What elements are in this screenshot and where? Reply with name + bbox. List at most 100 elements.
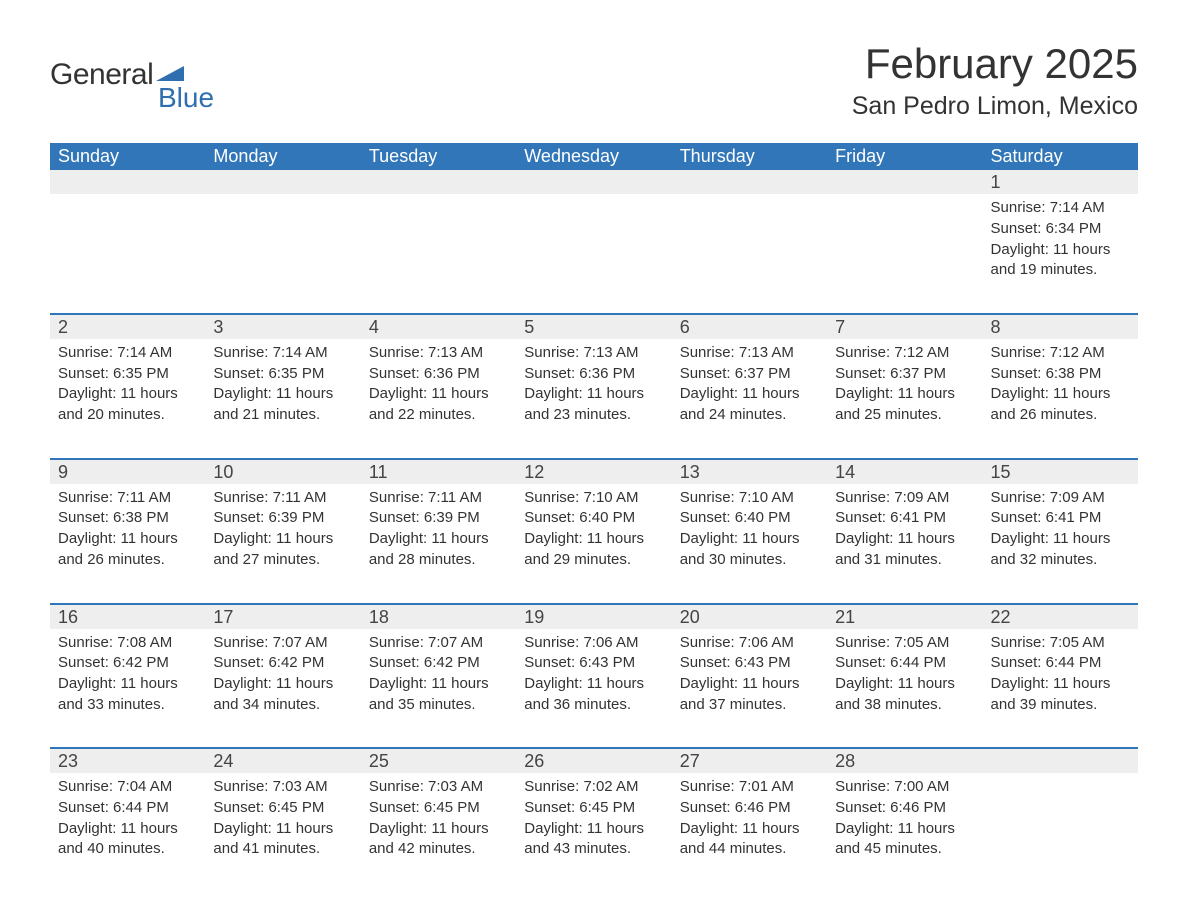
sunset-line: Sunset: 6:34 PM <box>991 219 1130 240</box>
daylight-line: Daylight: 11 hours and 35 minutes. <box>369 674 508 715</box>
day-number-cell: 25 <box>361 748 516 773</box>
sunrise-line: Sunrise: 7:09 AM <box>835 488 974 509</box>
day-number-cell: 9 <box>50 459 205 484</box>
daylight-line: Daylight: 11 hours and 27 minutes. <box>213 529 352 570</box>
day-number: 5 <box>516 317 542 337</box>
sunset-line: Sunset: 6:35 PM <box>213 364 352 385</box>
day-detail-cell: Sunrise: 7:13 AMSunset: 6:37 PMDaylight:… <box>672 339 827 459</box>
day-number: 22 <box>983 607 1019 627</box>
day-detail-cell: Sunrise: 7:01 AMSunset: 6:46 PMDaylight:… <box>672 773 827 872</box>
daylight-line: Daylight: 11 hours and 42 minutes. <box>369 819 508 860</box>
sunrise-line: Sunrise: 7:06 AM <box>524 633 663 654</box>
sunset-line: Sunset: 6:39 PM <box>369 508 508 529</box>
sunset-line: Sunset: 6:35 PM <box>58 364 197 385</box>
day-number-cell: 23 <box>50 748 205 773</box>
day-number-cell: 16 <box>50 604 205 629</box>
sunset-line: Sunset: 6:42 PM <box>369 653 508 674</box>
sunrise-line: Sunrise: 7:05 AM <box>991 633 1130 654</box>
sunrise-line: Sunrise: 7:12 AM <box>835 343 974 364</box>
sunrise-line: Sunrise: 7:13 AM <box>680 343 819 364</box>
sunrise-line: Sunrise: 7:11 AM <box>58 488 197 509</box>
sunset-line: Sunset: 6:36 PM <box>369 364 508 385</box>
day-detail-cell: Sunrise: 7:12 AMSunset: 6:38 PMDaylight:… <box>983 339 1138 459</box>
daylight-line: Daylight: 11 hours and 34 minutes. <box>213 674 352 715</box>
day-number: 17 <box>205 607 241 627</box>
dow-header: Tuesday <box>361 143 516 170</box>
day-number: 8 <box>983 317 1009 337</box>
sunset-line: Sunset: 6:45 PM <box>213 798 352 819</box>
sunset-line: Sunset: 6:45 PM <box>524 798 663 819</box>
day-detail-cell: Sunrise: 7:13 AMSunset: 6:36 PMDaylight:… <box>361 339 516 459</box>
sunset-line: Sunset: 6:37 PM <box>835 364 974 385</box>
day-detail-cell: Sunrise: 7:06 AMSunset: 6:43 PMDaylight:… <box>672 629 827 749</box>
sunrise-line: Sunrise: 7:09 AM <box>991 488 1130 509</box>
day-number-cell: 27 <box>672 748 827 773</box>
day-detail-cell: Sunrise: 7:11 AMSunset: 6:39 PMDaylight:… <box>205 484 360 604</box>
day-number: 13 <box>672 462 708 482</box>
sunset-line: Sunset: 6:45 PM <box>369 798 508 819</box>
sunset-line: Sunset: 6:40 PM <box>524 508 663 529</box>
day-number: 18 <box>361 607 397 627</box>
sunrise-line: Sunrise: 7:07 AM <box>213 633 352 654</box>
daylight-line: Daylight: 11 hours and 44 minutes. <box>680 819 819 860</box>
sunrise-line: Sunrise: 7:12 AM <box>991 343 1130 364</box>
sunrise-line: Sunrise: 7:11 AM <box>213 488 352 509</box>
day-number: 24 <box>205 751 241 771</box>
daylight-line: Daylight: 11 hours and 22 minutes. <box>369 384 508 425</box>
daylight-line: Daylight: 11 hours and 19 minutes. <box>991 240 1130 281</box>
day-detail-cell: Sunrise: 7:05 AMSunset: 6:44 PMDaylight:… <box>827 629 982 749</box>
day-detail-cell <box>827 194 982 314</box>
daylight-line: Daylight: 11 hours and 21 minutes. <box>213 384 352 425</box>
daylight-line: Daylight: 11 hours and 43 minutes. <box>524 819 663 860</box>
header: General Blue February 2025 San Pedro Lim… <box>50 40 1138 121</box>
dow-header: Wednesday <box>516 143 671 170</box>
day-detail-cell: Sunrise: 7:09 AMSunset: 6:41 PMDaylight:… <box>983 484 1138 604</box>
day-number-cell: 15 <box>983 459 1138 484</box>
sunrise-line: Sunrise: 7:04 AM <box>58 777 197 798</box>
day-number: 14 <box>827 462 863 482</box>
calendar-header-row: SundayMondayTuesdayWednesdayThursdayFrid… <box>50 143 1138 170</box>
sunset-line: Sunset: 6:38 PM <box>991 364 1130 385</box>
day-number-cell <box>672 170 827 194</box>
daylight-line: Daylight: 11 hours and 36 minutes. <box>524 674 663 715</box>
daylight-line: Daylight: 11 hours and 29 minutes. <box>524 529 663 570</box>
day-number: 1 <box>983 172 1009 192</box>
sunrise-line: Sunrise: 7:10 AM <box>680 488 819 509</box>
dow-header: Monday <box>205 143 360 170</box>
day-number-cell: 12 <box>516 459 671 484</box>
day-detail-cell <box>516 194 671 314</box>
day-detail-cell: Sunrise: 7:13 AMSunset: 6:36 PMDaylight:… <box>516 339 671 459</box>
day-number: 16 <box>50 607 86 627</box>
day-number: 23 <box>50 751 86 771</box>
sunrise-line: Sunrise: 7:14 AM <box>213 343 352 364</box>
sunrise-line: Sunrise: 7:05 AM <box>835 633 974 654</box>
day-number-cell: 14 <box>827 459 982 484</box>
sunrise-line: Sunrise: 7:03 AM <box>213 777 352 798</box>
sunset-line: Sunset: 6:43 PM <box>524 653 663 674</box>
day-number-cell: 13 <box>672 459 827 484</box>
daylight-line: Daylight: 11 hours and 45 minutes. <box>835 819 974 860</box>
day-number: 11 <box>361 462 396 482</box>
day-number-cell: 28 <box>827 748 982 773</box>
day-detail-cell: Sunrise: 7:11 AMSunset: 6:39 PMDaylight:… <box>361 484 516 604</box>
day-number: 21 <box>827 607 863 627</box>
daylight-line: Daylight: 11 hours and 28 minutes. <box>369 529 508 570</box>
daylight-line: Daylight: 11 hours and 25 minutes. <box>835 384 974 425</box>
day-number: 4 <box>361 317 387 337</box>
daylight-line: Daylight: 11 hours and 33 minutes. <box>58 674 197 715</box>
day-number-cell <box>983 748 1138 773</box>
daylight-line: Daylight: 11 hours and 20 minutes. <box>58 384 197 425</box>
sunrise-line: Sunrise: 7:13 AM <box>524 343 663 364</box>
sunrise-line: Sunrise: 7:00 AM <box>835 777 974 798</box>
day-number-cell: 3 <box>205 314 360 339</box>
daylight-line: Daylight: 11 hours and 26 minutes. <box>58 529 197 570</box>
day-detail-cell: Sunrise: 7:14 AMSunset: 6:34 PMDaylight:… <box>983 194 1138 314</box>
day-number: 12 <box>516 462 552 482</box>
day-number-cell: 17 <box>205 604 360 629</box>
day-number: 26 <box>516 751 552 771</box>
day-number-cell: 19 <box>516 604 671 629</box>
month-title: February 2025 <box>852 40 1138 88</box>
sunrise-line: Sunrise: 7:11 AM <box>369 488 508 509</box>
daylight-line: Daylight: 11 hours and 40 minutes. <box>58 819 197 860</box>
day-number: 10 <box>205 462 241 482</box>
